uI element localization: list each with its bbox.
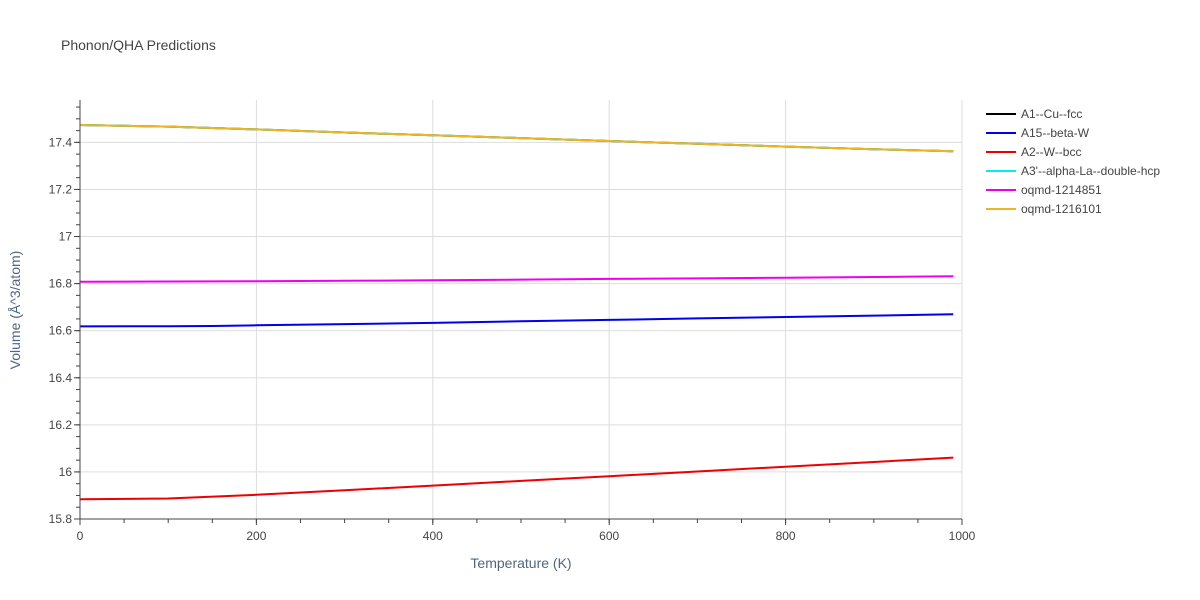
series-line-oqmd-1216101 [79,124,954,153]
minor-ticks [76,106,963,523]
series-line-a2-w-bcc [79,456,954,501]
legend-item[interactable]: A2--W--bcc [986,145,1081,159]
y-tick-label: 17.2 [49,182,73,196]
y-tick-label: 15.8 [49,512,73,526]
y-tick-label: 16 [59,465,73,479]
chart-title: Phonon/QHA Predictions [61,37,216,53]
y-axis-ticks: 15.8 16 16.2 16.4 16.6 16.8 17 17.2 17.4 [49,135,80,526]
legend-label: A15--beta-W [1021,126,1090,140]
y-axis-title: Volume (Å^3/atom) [7,251,23,370]
x-tick-label: 400 [423,529,443,543]
legend-item[interactable]: oqmd-1214851 [986,183,1102,197]
legend-item[interactable]: oqmd-1216101 [986,202,1102,216]
x-axis-ticks: 0 200 400 600 800 1000 [77,519,976,543]
gridlines [80,100,963,520]
legend-label: oqmd-1214851 [1021,183,1102,197]
y-tick-label: 16.8 [49,277,73,291]
plot-area [79,124,954,501]
y-tick-label: 17.4 [49,135,73,149]
x-tick-label: 200 [246,529,266,543]
legend-label: oqmd-1216101 [1021,202,1102,216]
legend-label: A2--W--bcc [1021,145,1081,159]
legend-label: A1--Cu--fcc [1021,107,1082,121]
x-axis-title: Temperature (K) [470,555,571,571]
x-tick-label: 600 [599,529,619,543]
x-tick-label: 0 [77,529,84,543]
y-tick-label: 16.4 [49,371,73,385]
y-tick-label: 17 [59,230,73,244]
legend[interactable]: A1--Cu--fcc A15--beta-W A2--W--bcc A3'--alp… [986,107,1160,216]
legend-item[interactable]: A3'--alpha-La--double-hcp [986,164,1160,178]
legend-label: A3'--alpha-La--double-hcp [1021,164,1160,178]
x-tick-label: 1000 [949,529,976,543]
x-tick-label: 800 [776,529,796,543]
y-tick-label: 16.2 [49,418,73,432]
legend-item[interactable]: A1--Cu--fcc [986,107,1082,121]
series-line-a15-beta-w [79,313,954,328]
legend-item[interactable]: A15--beta-W [986,126,1090,140]
series-line-oqmd-1214851 [79,275,954,283]
y-tick-label: 16.6 [49,324,73,338]
